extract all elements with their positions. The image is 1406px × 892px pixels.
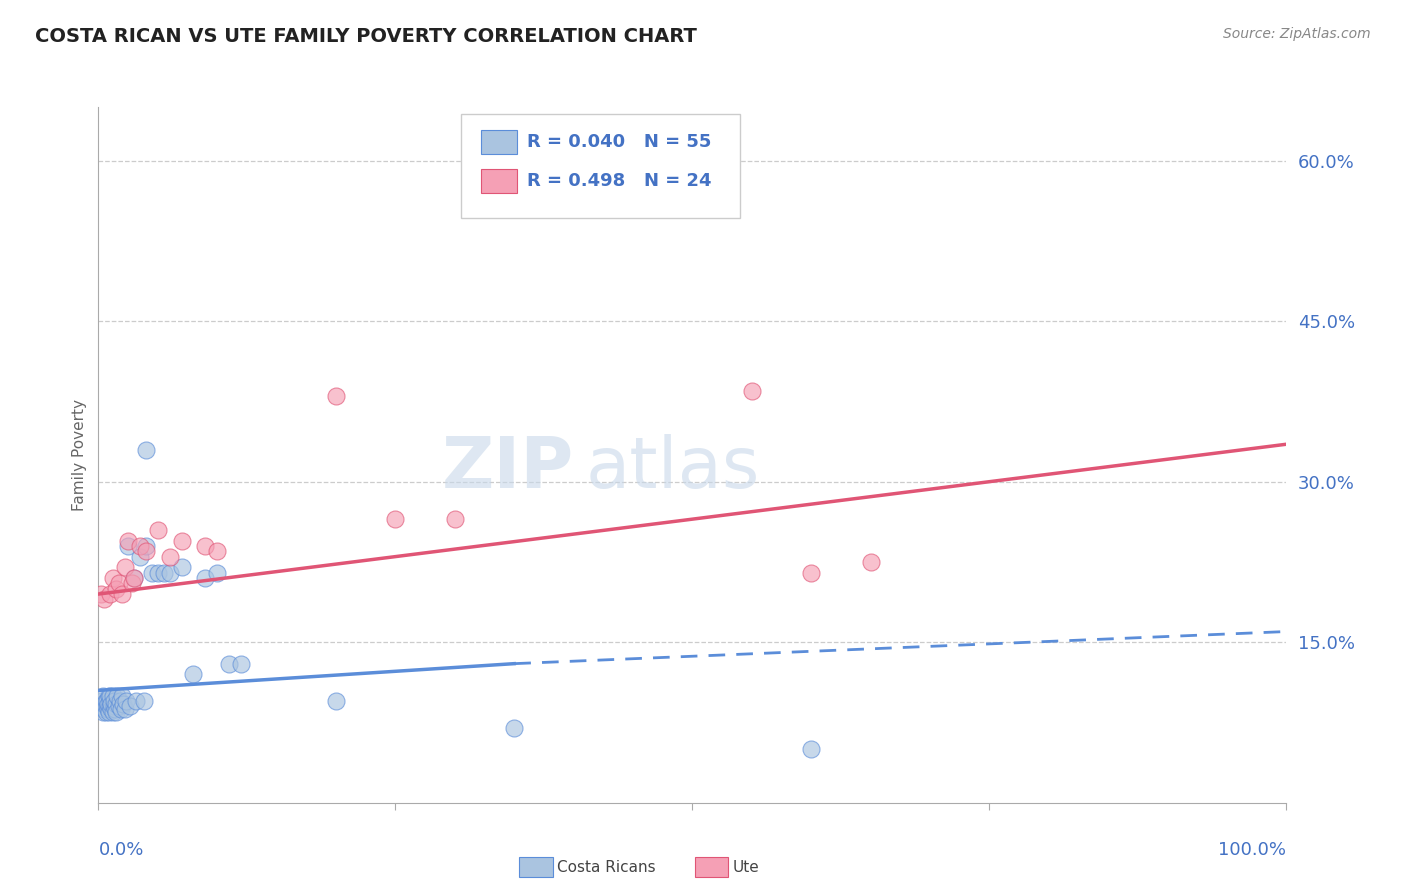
- Point: [121, 576, 143, 591]
- Text: Source: ZipAtlas.com: Source: ZipAtlas.com: [1223, 27, 1371, 41]
- Point: [159, 549, 181, 564]
- Point: [100, 698, 122, 712]
- Point: [229, 657, 252, 671]
- Text: R = 0.040   N = 55: R = 0.040 N = 55: [527, 133, 711, 151]
- Point: [103, 694, 125, 708]
- Point: [96, 694, 118, 708]
- Point: [325, 694, 347, 708]
- Point: [741, 384, 763, 398]
- Point: [129, 539, 152, 553]
- Point: [105, 698, 128, 712]
- Point: [170, 533, 193, 548]
- Point: [218, 657, 240, 671]
- Point: [859, 555, 882, 569]
- Point: [384, 512, 406, 526]
- Text: 100.0%: 100.0%: [1219, 841, 1286, 859]
- Point: [98, 689, 121, 703]
- Text: 0.0%: 0.0%: [98, 841, 143, 859]
- Point: [146, 523, 169, 537]
- Point: [107, 689, 129, 703]
- Point: [122, 571, 145, 585]
- Point: [125, 694, 148, 708]
- Point: [112, 698, 135, 712]
- Point: [90, 587, 112, 601]
- FancyBboxPatch shape: [481, 169, 516, 194]
- Point: [135, 544, 157, 558]
- Point: [101, 689, 124, 703]
- Text: Ute: Ute: [733, 860, 759, 874]
- Point: [111, 587, 134, 601]
- Point: [141, 566, 163, 580]
- Point: [101, 571, 124, 585]
- FancyBboxPatch shape: [461, 114, 740, 219]
- Point: [98, 699, 121, 714]
- Point: [444, 512, 467, 526]
- Point: [96, 699, 118, 714]
- Point: [100, 701, 122, 715]
- Point: [108, 694, 131, 708]
- Point: [104, 701, 127, 715]
- Point: [94, 705, 117, 719]
- Point: [120, 699, 142, 714]
- Point: [90, 699, 112, 714]
- Point: [159, 566, 181, 580]
- Point: [91, 694, 114, 708]
- Point: [105, 705, 128, 719]
- Text: COSTA RICAN VS UTE FAMILY POVERTY CORRELATION CHART: COSTA RICAN VS UTE FAMILY POVERTY CORREL…: [35, 27, 697, 45]
- Point: [110, 701, 132, 715]
- Point: [101, 705, 124, 719]
- Y-axis label: Family Poverty: Family Poverty: [72, 399, 87, 511]
- Point: [117, 539, 139, 553]
- Point: [132, 694, 155, 708]
- Point: [114, 701, 136, 715]
- Point: [194, 539, 217, 553]
- FancyBboxPatch shape: [481, 130, 516, 154]
- Point: [800, 742, 823, 756]
- Point: [152, 566, 174, 580]
- Point: [93, 698, 115, 712]
- Point: [103, 699, 125, 714]
- Point: [93, 592, 115, 607]
- Point: [135, 539, 157, 553]
- Point: [183, 667, 205, 681]
- Point: [111, 689, 134, 703]
- Point: [207, 544, 229, 558]
- Text: ZIP: ZIP: [441, 434, 574, 503]
- Point: [98, 689, 121, 703]
- Point: [98, 694, 121, 708]
- Point: [135, 442, 157, 457]
- Point: [107, 699, 129, 714]
- Point: [207, 566, 229, 580]
- Text: R = 0.498   N = 24: R = 0.498 N = 24: [527, 172, 711, 190]
- Point: [94, 694, 117, 708]
- Point: [800, 566, 823, 580]
- Point: [114, 694, 136, 708]
- Point: [105, 582, 128, 596]
- Point: [97, 701, 120, 715]
- Point: [98, 705, 121, 719]
- Point: [107, 576, 129, 591]
- Point: [91, 705, 114, 719]
- Point: [93, 701, 115, 715]
- Text: atlas: atlas: [585, 434, 759, 503]
- Point: [129, 549, 152, 564]
- Point: [170, 560, 193, 574]
- Point: [97, 698, 120, 712]
- Point: [194, 571, 217, 585]
- Text: Costa Ricans: Costa Ricans: [557, 860, 655, 874]
- Point: [146, 566, 169, 580]
- Point: [98, 587, 121, 601]
- Point: [122, 571, 145, 585]
- Point: [117, 533, 139, 548]
- Point: [91, 689, 114, 703]
- Point: [325, 389, 347, 403]
- Point: [503, 721, 526, 735]
- Point: [114, 560, 136, 574]
